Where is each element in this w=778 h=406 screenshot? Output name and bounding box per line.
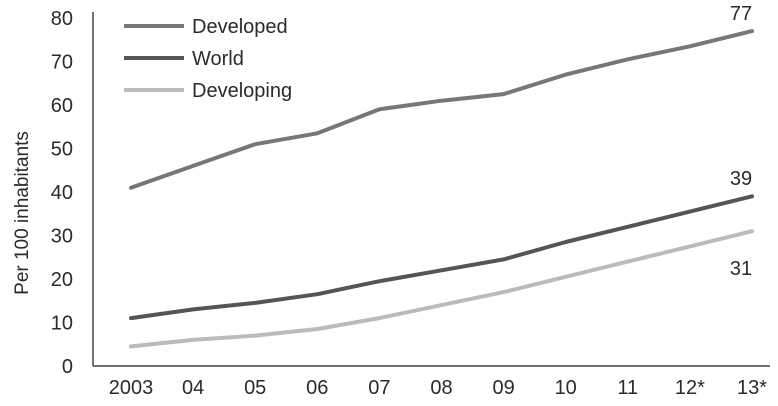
x-tick-label: 11 [617,377,638,399]
legend-label-developed: Developed [192,16,288,38]
legend: Developed World Developing [124,16,292,102]
x-tick-label: 07 [368,377,390,399]
y-tick-label: 0 [62,356,73,378]
y-tick-label: 60 [51,95,73,117]
y-tick-label: 50 [51,139,73,161]
legend-label-developing: Developing [192,80,292,102]
y-tick-label: 70 [51,52,73,74]
y-tick-label: 30 [51,226,73,248]
y-tick-label: 10 [51,313,73,335]
end-label-developing: 31 [730,258,752,280]
x-tick-label: 04 [182,377,204,399]
x-tick-label: 09 [492,377,514,399]
x-tick-label: 06 [306,377,328,399]
tick-labels: 0 10 20 30 40 50 60 70 80 2003 04 05 06 07 08 09 10 11 12*… [51,8,767,399]
axes [92,12,770,367]
y-tick-label: 40 [51,182,73,204]
series-line-world [129,194,754,321]
end-label-world: 39 [730,168,752,190]
x-tick-label: 12* [675,377,705,399]
x-tick-label: 2003 [109,377,154,399]
series-line-developing [129,229,754,349]
legend-label-world: World [192,48,244,70]
x-tick-label: 13* [737,377,767,399]
series-line-developed [129,29,754,190]
y-tick-label: 80 [51,8,73,30]
y-tick-label: 20 [51,269,73,291]
y-axis-label: Per 100 inhabitants [12,131,33,295]
end-label-developed: 77 [730,3,752,25]
x-tick-label: 05 [244,377,266,399]
x-tick-label: 08 [430,377,452,399]
x-tick-label: 10 [555,377,577,399]
end-labels: 77 39 31 [730,3,752,280]
series-lines [129,29,754,349]
